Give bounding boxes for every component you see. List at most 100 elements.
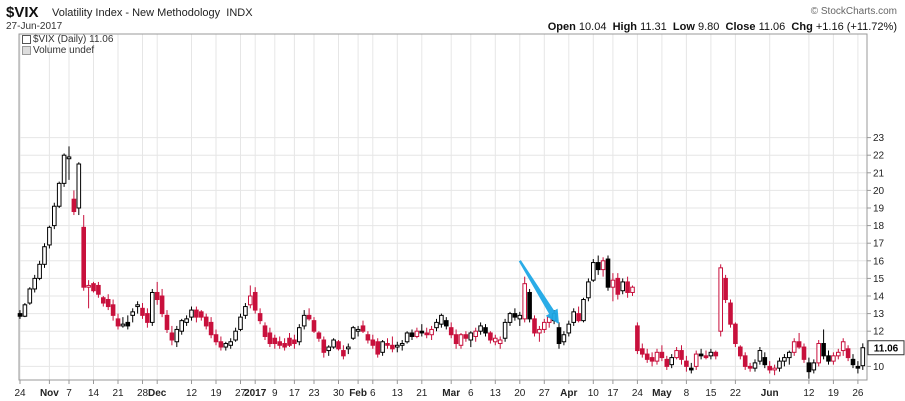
candle [238,313,243,332]
candle-body [777,360,782,369]
candle-body [86,284,91,288]
candle [826,350,831,365]
candle-body [208,321,214,336]
candle [630,285,635,296]
candle [532,315,537,337]
ticker-description: Volatility Index - New Methodology INDX [52,7,253,19]
candle-body [71,198,77,213]
x-tick-label: 15 [705,388,717,399]
high-value: 11.31 [640,21,667,33]
x-tick-label: 9 [272,388,278,399]
candle-body [243,306,248,316]
candle-body [297,327,302,343]
candle-body [635,325,640,352]
candle-body [439,314,444,325]
x-tick-label: Feb [349,388,367,399]
candle-body [689,367,694,371]
candle [306,308,312,321]
candle [360,320,366,333]
candle-body [507,313,513,323]
y-tick-label: 15 [873,274,885,285]
x-tick-label: 20 [514,388,526,399]
candle [728,299,733,328]
candle [801,343,807,363]
candle [22,303,28,318]
candle-body [360,325,366,332]
candle [654,348,660,365]
candle-body [301,314,307,327]
candle [61,153,67,187]
x-tick-label: Jun [761,388,779,399]
candle [488,331,493,344]
candle [120,317,126,328]
candle [689,362,694,374]
annotation-arrow-icon [518,260,559,325]
candle [742,352,748,370]
candle-body [747,365,753,369]
low-value: 9.80 [697,21,720,33]
candle-body [703,355,709,359]
candle-body [463,334,469,339]
candle-body [22,304,28,317]
candle [733,322,738,348]
candle-body [684,360,689,367]
candle-body [248,295,253,306]
candle [473,327,478,342]
x-tick-label: 7 [66,388,72,399]
candle-body [370,339,376,346]
candle-body [615,277,621,295]
candle-body [125,321,131,327]
candle-body [571,311,577,323]
candle [791,338,797,356]
candle [468,331,474,348]
candle [772,364,777,376]
candle-body [801,346,807,360]
candle [850,354,856,369]
candle [439,313,444,328]
candle-body [419,330,425,334]
y-tick-label: 18 [873,221,885,232]
candle-body [502,321,508,339]
candle-body [272,337,278,345]
chart-header: $VIX Volatility Index - New Methodology … [0,0,905,34]
candle [203,313,209,330]
y-tick-label: 22 [873,151,885,162]
candle-body [350,327,356,339]
candle [257,308,263,325]
candle-body [81,226,87,288]
candle [537,325,542,342]
candle-body [527,291,532,320]
candle-body [105,299,111,308]
candle [424,327,429,339]
y-tick-label: 21 [873,168,885,179]
candle [576,306,581,323]
x-tick-label: 6 [370,388,376,399]
candle-body [767,365,773,371]
candle [600,257,606,277]
candle-body [150,291,155,323]
open-value: 10.04 [578,21,607,33]
candle-body [586,281,591,299]
candle-body [189,309,194,318]
candle-body [620,281,626,292]
candle-body [605,258,611,288]
candle [233,327,238,342]
candle [91,281,96,293]
candle [860,343,866,370]
candle [336,340,341,351]
candle [174,325,180,348]
candle-body [399,343,405,346]
candle-body [483,327,488,334]
candle-body [203,316,209,327]
candle-body [791,341,797,353]
candle-body [91,283,96,292]
candle [821,329,826,360]
x-tick-label: 12 [186,388,198,399]
candle-body [561,334,567,343]
x-tick-label: 19 [828,388,840,399]
candle-body [96,284,101,295]
candles [17,146,866,379]
x-tick-label: 30 [333,388,345,399]
candle [140,303,145,319]
